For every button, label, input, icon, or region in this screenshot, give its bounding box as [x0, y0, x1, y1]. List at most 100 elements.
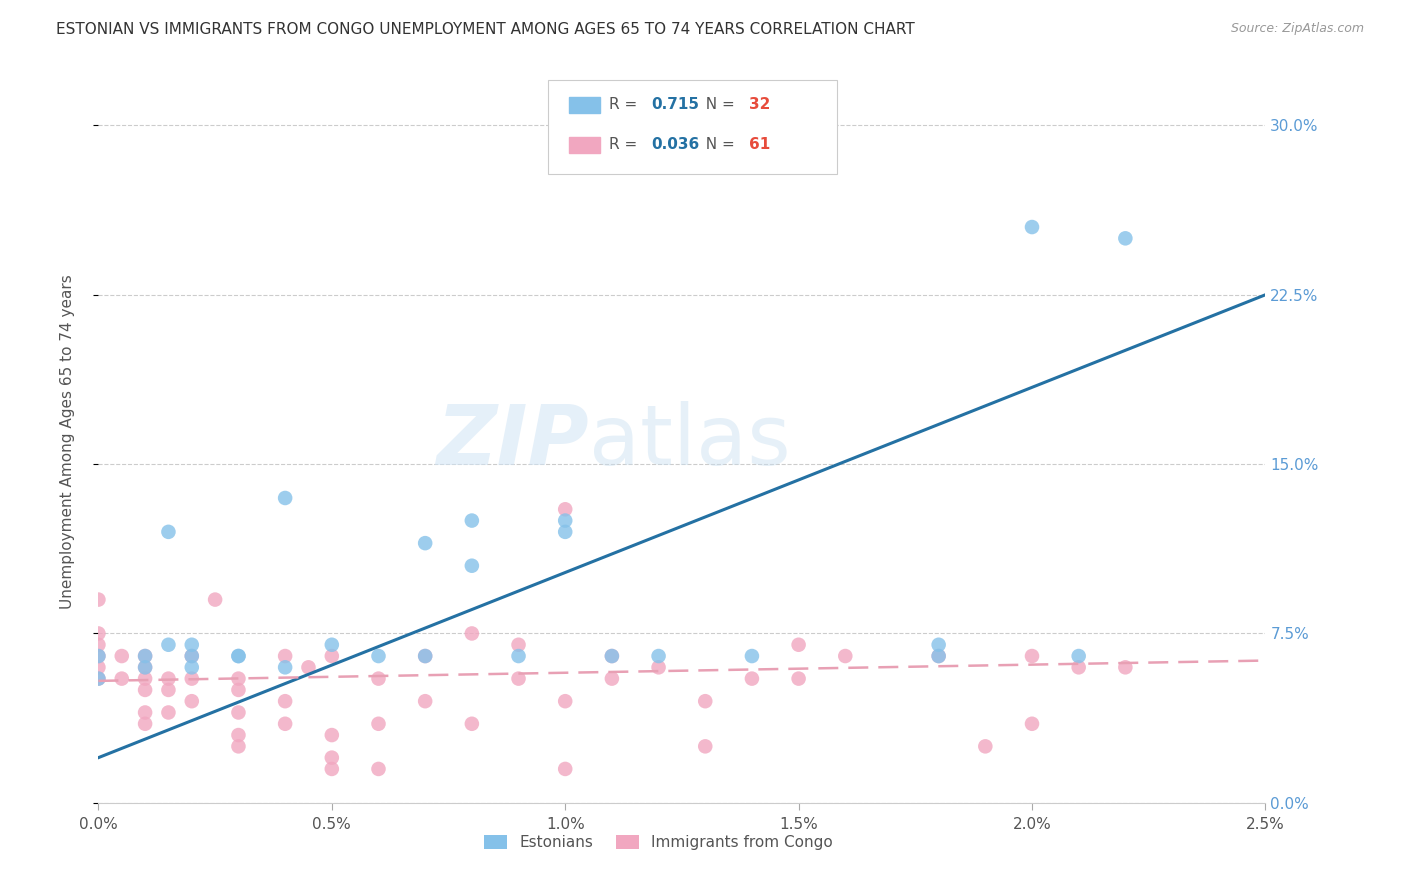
Point: [157, 672, 180, 686]
Point: [180, 638, 202, 652]
Point: [134, 672, 156, 686]
Point: [157, 682, 180, 697]
Point: [180, 694, 202, 708]
Text: 0.715: 0.715: [651, 97, 699, 112]
Point: [647, 660, 669, 674]
Text: ESTONIAN VS IMMIGRANTS FROM CONGO UNEMPLOYMENT AMONG AGES 65 TO 74 YEARS CORRELA: ESTONIAN VS IMMIGRANTS FROM CONGO UNEMPL…: [56, 22, 915, 37]
Point: [367, 762, 389, 776]
Point: [741, 672, 763, 686]
Text: 0.036: 0.036: [651, 137, 699, 152]
Point: [321, 638, 343, 652]
Point: [461, 514, 484, 528]
Point: [180, 648, 202, 663]
Point: [413, 694, 436, 708]
Point: [134, 706, 156, 720]
Point: [554, 502, 576, 516]
Point: [741, 648, 763, 663]
Point: [180, 660, 202, 674]
Point: [134, 716, 156, 731]
Point: [554, 514, 576, 528]
Point: [600, 648, 623, 663]
Point: [928, 638, 950, 652]
Point: [274, 660, 297, 674]
Point: [180, 672, 202, 686]
Text: Source: ZipAtlas.com: Source: ZipAtlas.com: [1230, 22, 1364, 36]
Point: [367, 672, 389, 686]
Point: [367, 648, 389, 663]
Point: [647, 648, 669, 663]
Text: N =: N =: [696, 137, 740, 152]
Legend: Estonians, Immigrants from Congo: Estonians, Immigrants from Congo: [478, 830, 839, 856]
Text: 32: 32: [749, 97, 770, 112]
Text: 61: 61: [749, 137, 770, 152]
Point: [274, 694, 297, 708]
Point: [228, 648, 250, 663]
Point: [1114, 231, 1136, 245]
Y-axis label: Unemployment Among Ages 65 to 74 years: Unemployment Among Ages 65 to 74 years: [60, 274, 75, 609]
Point: [134, 648, 156, 663]
Point: [134, 660, 156, 674]
Point: [274, 491, 297, 505]
Point: [157, 706, 180, 720]
Point: [413, 648, 436, 663]
Point: [297, 660, 319, 674]
Point: [554, 524, 576, 539]
Point: [461, 558, 484, 573]
Point: [787, 672, 810, 686]
Point: [554, 762, 576, 776]
Point: [111, 672, 134, 686]
Point: [974, 739, 997, 754]
Point: [87, 648, 110, 663]
Point: [228, 672, 250, 686]
Point: [1114, 660, 1136, 674]
Point: [87, 626, 110, 640]
Point: [134, 682, 156, 697]
Point: [134, 648, 156, 663]
Point: [228, 706, 250, 720]
Point: [787, 153, 810, 167]
Point: [321, 728, 343, 742]
Point: [695, 694, 717, 708]
Point: [87, 672, 110, 686]
Point: [695, 153, 717, 167]
Point: [157, 638, 180, 652]
Point: [1021, 716, 1043, 731]
Point: [508, 638, 530, 652]
Point: [228, 682, 250, 697]
Point: [1067, 660, 1090, 674]
Point: [554, 694, 576, 708]
Point: [461, 716, 484, 731]
Point: [600, 672, 623, 686]
Point: [1021, 648, 1043, 663]
Point: [508, 648, 530, 663]
Point: [321, 750, 343, 764]
Text: R =: R =: [609, 137, 643, 152]
Point: [87, 638, 110, 652]
Point: [787, 638, 810, 652]
Point: [321, 648, 343, 663]
Point: [321, 762, 343, 776]
Point: [274, 716, 297, 731]
Point: [180, 648, 202, 663]
Text: ZIP: ZIP: [436, 401, 589, 482]
Point: [367, 716, 389, 731]
Point: [413, 648, 436, 663]
Point: [1067, 648, 1090, 663]
Point: [87, 592, 110, 607]
Text: R =: R =: [609, 97, 643, 112]
Point: [134, 660, 156, 674]
Point: [157, 524, 180, 539]
Point: [228, 728, 250, 742]
Point: [508, 672, 530, 686]
Point: [87, 660, 110, 674]
Point: [695, 739, 717, 754]
Point: [274, 648, 297, 663]
Text: atlas: atlas: [589, 401, 790, 482]
Point: [928, 648, 950, 663]
Point: [1021, 220, 1043, 235]
Point: [87, 648, 110, 663]
Text: N =: N =: [696, 97, 740, 112]
Point: [461, 626, 484, 640]
Point: [111, 648, 134, 663]
Point: [600, 648, 623, 663]
